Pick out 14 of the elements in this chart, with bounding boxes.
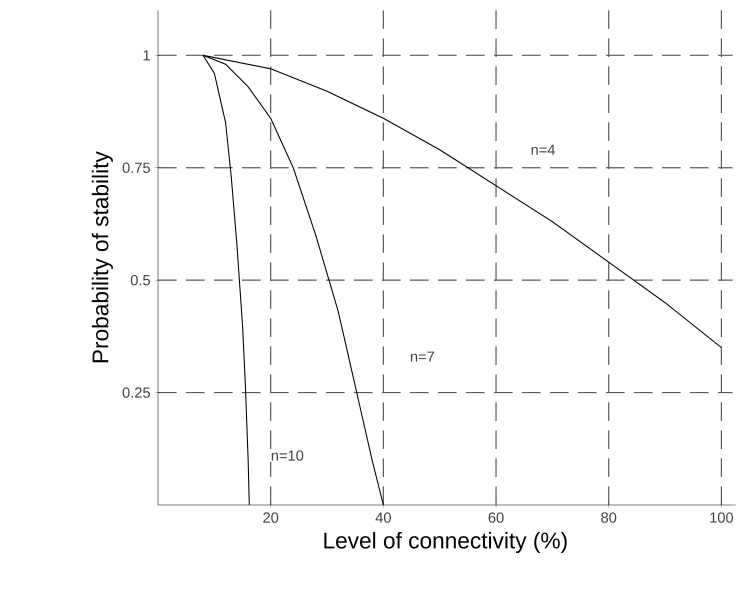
y-tick-label: 0.5 — [130, 274, 150, 286]
y-tick-label: 1 — [144, 50, 150, 60]
y-axis-title: Probability of stability — [92, 151, 113, 362]
x-axis-title: Level of connectivity (%) — [324, 532, 567, 554]
annotation: n=10 — [272, 450, 304, 461]
x-tick-label: 80 — [601, 512, 616, 523]
x-tick-label: 20 — [263, 512, 278, 523]
x-tick-label: 60 — [488, 512, 504, 523]
y-tick-label: 0.75 — [122, 162, 150, 173]
x-tick-label: 100 — [710, 512, 734, 523]
annotation: n=7 — [410, 352, 434, 362]
y-tick-label: 0.25 — [122, 387, 150, 398]
annotation: n=4 — [532, 144, 556, 155]
x-tick-label: 40 — [376, 512, 391, 523]
